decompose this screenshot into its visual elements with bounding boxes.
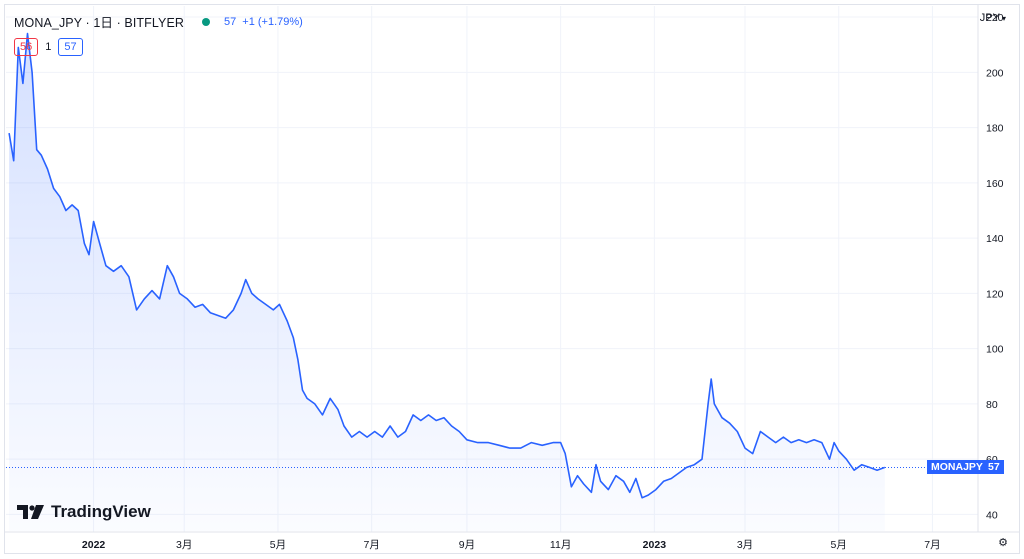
gear-icon: ⚙ — [998, 537, 1008, 549]
price-area — [9, 33, 885, 531]
last-price-value: 57 — [988, 461, 1000, 474]
currency-label: JPY — [979, 12, 1000, 24]
x-tick-label: 7月 — [363, 539, 379, 551]
ask-price[interactable]: 57 — [58, 38, 83, 56]
chevron-down-icon: ▾ — [1001, 14, 1006, 23]
x-tick-label: 9月 — [459, 539, 475, 551]
x-tick-label: 3月 — [737, 539, 753, 551]
y-tick-label: 120 — [986, 288, 1004, 300]
y-tick-label: 40 — [986, 509, 998, 521]
x-tick-label: 2023 — [643, 539, 667, 551]
last-price-tag: MONAJPY — [927, 460, 987, 475]
price-line — [8, 32, 886, 499]
x-tick-label: 7月 — [924, 539, 940, 551]
y-tick-label: 160 — [986, 178, 1004, 190]
x-tick-label: 2022 — [82, 539, 106, 551]
currency-selector[interactable]: JPY ▾ — [980, 12, 1006, 24]
symbol-header[interactable]: MONA_JPY · 1日 · BITFLYER 57 +1 (+1.79%) — [14, 12, 303, 31]
y-tick-label: 220 — [986, 12, 1004, 24]
y-tick-label: 200 — [986, 67, 1004, 79]
y-tick-label: 100 — [986, 344, 1004, 356]
last-price-value-tag: 57 — [984, 460, 1004, 475]
price-change: +1 (+1.79%) — [242, 15, 303, 28]
symbol-title[interactable]: MONA_JPY · 1日 · BITFLYER — [14, 16, 185, 30]
bid-price[interactable]: 56 — [14, 38, 39, 56]
last-price-symbol: MONAJPY — [931, 461, 983, 474]
y-tick-label: 60 — [986, 454, 998, 466]
x-tick-label: 5月 — [831, 539, 847, 551]
x-tick-label: 3月 — [176, 539, 192, 551]
y-tick-label: 140 — [986, 233, 1004, 245]
x-tick-label: 5月 — [270, 539, 286, 551]
y-tick-label: 80 — [986, 399, 998, 411]
market-status-icon — [202, 17, 211, 26]
x-tick-label: 11月 — [550, 539, 571, 551]
time-axis: 2022 3月 5月 7月 9月 11月 2023 3月 5月 7月 — [82, 539, 941, 551]
tradingview-logo-icon — [17, 505, 44, 519]
chart-settings[interactable]: ⚙ — [998, 536, 1008, 549]
tradingview-logo[interactable]: TradingView — [17, 502, 151, 522]
y-tick-label: 180 — [986, 123, 1004, 135]
price-axis: 40 60 80 100 120 140 160 180 200 220 — [986, 12, 1004, 521]
bid-ask-panel: 56 1 57 — [14, 38, 83, 56]
spread: 1 — [45, 41, 52, 53]
logo-text: TradingView — [51, 502, 151, 521]
last-price: 57 — [224, 15, 237, 28]
